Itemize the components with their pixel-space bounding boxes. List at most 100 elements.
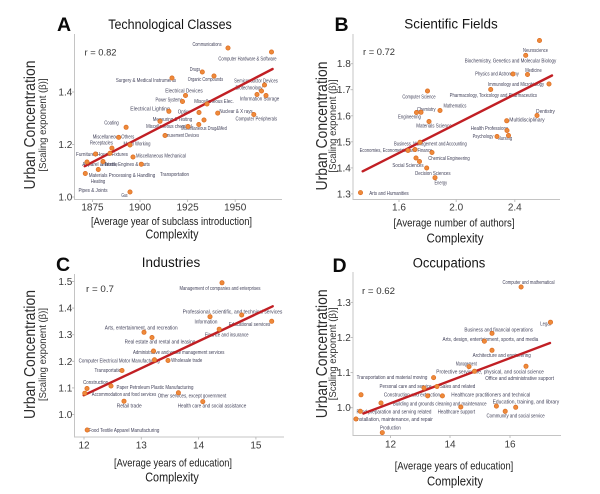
- svg-text:Computer Science: Computer Science: [402, 95, 435, 101]
- svg-text:1.0: 1.0: [337, 403, 351, 414]
- svg-text:Amusement Devices: Amusement Devices: [164, 133, 200, 139]
- svg-text:Electrical Lighting: Electrical Lighting: [130, 107, 170, 113]
- svg-text:Receptacles: Receptacles: [90, 141, 113, 147]
- svg-text:Computer Electrical Motor Manu: Computer Electrical Motor Manufacturing: [79, 359, 160, 365]
- svg-text:Complexity: Complexity: [146, 227, 199, 242]
- svg-text:1.4: 1.4: [58, 304, 72, 315]
- svg-text:1950: 1950: [224, 203, 247, 214]
- svg-text:Economies, Econometrics and Fi: Economies, Econometrics and Finance: [360, 148, 433, 154]
- svg-text:2.4: 2.4: [508, 203, 522, 214]
- svg-text:[Scaling exponent (β)]: [Scaling exponent (β)]: [38, 308, 49, 401]
- svg-text:[Scaling exponent (β)]: [Scaling exponent (β)]: [328, 307, 339, 400]
- svg-text:Other services, except governm: Other services, except government: [158, 394, 227, 400]
- svg-text:Legal: Legal: [540, 321, 550, 327]
- svg-text:2.0: 2.0: [449, 203, 463, 214]
- svg-text:Computer and mathematical: Computer and mathematical: [503, 280, 555, 286]
- svg-text:1.5: 1.5: [337, 137, 351, 148]
- svg-text:Computer Peripherals: Computer Peripherals: [236, 117, 278, 123]
- svg-text:Miscellaneous Mechanical: Miscellaneous Mechanical: [136, 153, 186, 159]
- svg-text:Gas: Gas: [121, 193, 127, 199]
- svg-text:1.7: 1.7: [337, 85, 351, 96]
- svg-text:Business and financial operati: Business and financial operations: [464, 328, 533, 334]
- svg-text:Business, Management and Accou: Business, Management and Accounting: [394, 142, 467, 148]
- svg-text:1.0: 1.0: [58, 410, 72, 421]
- svg-text:Management of companies and en: Management of companies and enterprises: [179, 286, 260, 292]
- svg-text:Health care and social assista: Health care and social assistance: [178, 404, 247, 410]
- svg-text:Installation, maintenance, and: Installation, maintenance, and repair: [356, 417, 433, 423]
- svg-text:Coating: Coating: [104, 121, 119, 127]
- svg-text:Miscellaneous chemical: Miscellaneous chemical: [146, 124, 192, 130]
- svg-text:Information: Information: [195, 320, 218, 326]
- svg-text:Metal Working: Metal Working: [124, 142, 151, 148]
- svg-text:Urban Concentration: Urban Concentration: [22, 290, 39, 419]
- svg-text:Pharmacology, Toxicology and P: Pharmacology, Toxicology and Pharmaceuti…: [450, 93, 538, 99]
- svg-text:1900: 1900: [129, 203, 152, 214]
- svg-text:[Scaling exponent (β)]: [Scaling exponent (β)]: [328, 79, 339, 172]
- svg-text:Semiconductor Devices: Semiconductor Devices: [234, 79, 278, 85]
- svg-text:Professional, scientific, and: Professional, scientific, and technical …: [183, 310, 283, 316]
- svg-text:Transportation: Transportation: [94, 368, 123, 374]
- svg-text:1.1: 1.1: [337, 368, 351, 379]
- svg-text:Real estate and rental and lea: Real estate and rental and leasing: [125, 340, 196, 346]
- svg-text:Medicine: Medicine: [525, 68, 542, 74]
- svg-text:Materials Processing & Handli: Materials Processing & Handling: [89, 173, 156, 179]
- svg-text:Finance and insurance: Finance and insurance: [205, 333, 249, 339]
- svg-text:[Average number of authors]: [Average number of authors]: [394, 218, 515, 230]
- svg-text:Heating: Heating: [91, 179, 106, 185]
- svg-text:Electrical Devices: Electrical Devices: [165, 88, 203, 94]
- svg-text:Furniture, House Fixtures: Furniture, House Fixtures: [76, 152, 128, 158]
- svg-text:Wholesale trade: Wholesale trade: [171, 358, 202, 364]
- svg-text:Accommodation and food service: Accommodation and food services: [92, 392, 157, 398]
- svg-text:Management: Management: [456, 362, 477, 368]
- svg-text:Complexity: Complexity: [427, 230, 484, 245]
- svg-text:D: D: [333, 255, 347, 277]
- svg-text:[Average year of subclass intr: [Average year of subclass introduction]: [91, 216, 252, 228]
- svg-text:14: 14: [444, 440, 456, 451]
- svg-text:Complexity: Complexity: [427, 474, 483, 489]
- svg-text:1.6: 1.6: [392, 203, 406, 214]
- svg-text:Retail trade: Retail trade: [117, 404, 142, 410]
- svg-text:Arts and Humanities: Arts and Humanities: [369, 191, 409, 197]
- svg-text:Power Systems: Power Systems: [156, 98, 183, 104]
- svg-text:Miscellaneous Drug&Med: Miscellaneous Drug&Med: [181, 126, 227, 132]
- svg-text:Sales and related: Sales and related: [440, 384, 475, 390]
- svg-text:Miscellaneous Others: Miscellaneous Others: [93, 135, 135, 141]
- svg-text:1.2: 1.2: [58, 357, 72, 368]
- svg-text:1.3: 1.3: [337, 189, 351, 200]
- svg-text:Multidisciplinary: Multidisciplinary: [509, 118, 545, 124]
- svg-text:Urban Concentration: Urban Concentration: [22, 61, 39, 190]
- svg-text:Motors, Engines & Parts: Motors, Engines & Parts: [102, 162, 150, 168]
- svg-text:r = 0.82: r = 0.82: [85, 47, 117, 58]
- svg-text:Organic Compounds: Organic Compounds: [188, 77, 224, 83]
- svg-text:Paper Petroleum Plastic Manufa: Paper Petroleum Plastic Manufacturing: [117, 385, 194, 391]
- svg-text:Communications: Communications: [192, 42, 221, 48]
- svg-text:1.3: 1.3: [337, 298, 351, 309]
- svg-text:Healthcare support: Healthcare support: [438, 410, 476, 416]
- svg-text:Industries: Industries: [142, 255, 201, 271]
- svg-text:C: C: [56, 254, 70, 276]
- svg-text:Dentistry: Dentistry: [536, 109, 555, 115]
- svg-text:15: 15: [250, 441, 262, 452]
- svg-text:Construction: Construction: [83, 380, 108, 386]
- svg-text:Biotechnology: Biotechnology: [236, 86, 263, 92]
- svg-text:Immunology and Microbiology: Immunology and Microbiology: [488, 82, 544, 88]
- svg-text:Food Textile Apparel Manufactu: Food Textile Apparel Manufacturing: [89, 428, 160, 434]
- svg-text:Transportation and material mo: Transportation and material moving: [357, 375, 428, 381]
- svg-text:r = 0.62: r = 0.62: [362, 286, 395, 297]
- svg-text:[Scaling exponent (β)]: [Scaling exponent (β)]: [38, 78, 49, 171]
- svg-text:Energy: Energy: [435, 181, 448, 187]
- svg-text:1.1: 1.1: [58, 383, 72, 394]
- svg-text:Neuroscience: Neuroscience: [523, 48, 548, 54]
- svg-text:Engineering: Engineering: [398, 114, 421, 120]
- svg-text:Social Sciences: Social Sciences: [392, 163, 423, 169]
- svg-text:Apparel & Textile: Apparel & Textile: [82, 162, 117, 168]
- svg-text:Surgery & Medical Instruments: Surgery & Medical Instruments: [116, 78, 176, 84]
- svg-text:13: 13: [136, 441, 148, 452]
- svg-text:12: 12: [78, 441, 90, 452]
- svg-text:Pipes & Joints: Pipes & Joints: [78, 188, 107, 194]
- svg-text:Arts, entertainment, and recre: Arts, entertainment, and recreation: [105, 326, 178, 332]
- svg-text:Health Professions: Health Professions: [471, 126, 509, 132]
- svg-text:Psychology: Psychology: [473, 134, 494, 140]
- svg-text:Information Storage: Information Storage: [240, 96, 280, 102]
- svg-text:Scientific Fields: Scientific Fields: [404, 17, 498, 33]
